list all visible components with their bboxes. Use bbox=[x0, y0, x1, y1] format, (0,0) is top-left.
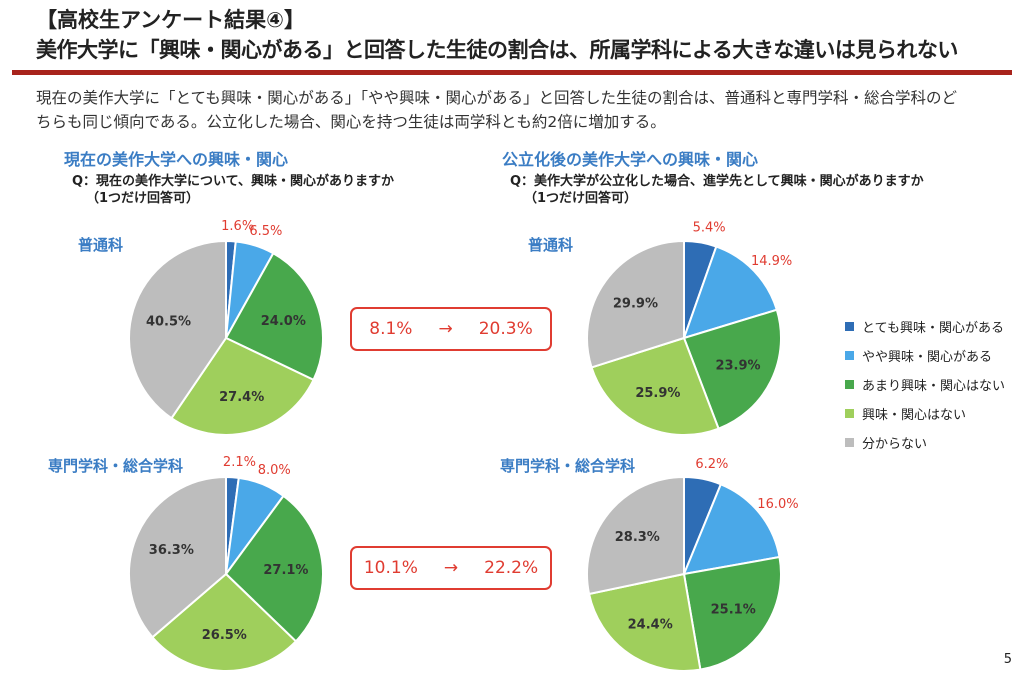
data-label: 8.0% bbox=[258, 463, 291, 478]
group-label-senmon-after: 専門学科・総合学科 bbox=[500, 457, 636, 475]
data-label: 24.4% bbox=[628, 618, 673, 633]
data-label: 14.9% bbox=[751, 254, 792, 269]
pie-slice bbox=[128, 475, 227, 639]
legend-label: とても興味・関心がある bbox=[862, 321, 1004, 336]
legend-label: やや興味・関心がある bbox=[862, 350, 993, 365]
pie-slice bbox=[587, 572, 702, 672]
arrow-icon: → bbox=[438, 319, 453, 339]
group-label-futsuka-current: 普通科 bbox=[78, 236, 124, 254]
data-label: 36.3% bbox=[149, 543, 194, 558]
data-label: 28.3% bbox=[615, 530, 660, 545]
section-title-after: 公立化後の美作大学への興味・関心 bbox=[502, 150, 759, 169]
data-label: 2.1% bbox=[223, 455, 256, 470]
comparison-box-futsuka: 8.1% → 20.3% bbox=[350, 307, 552, 351]
pie-slice bbox=[170, 336, 315, 436]
pie-slice bbox=[224, 494, 324, 643]
legend-swatch bbox=[845, 322, 854, 331]
comparison-from: 10.1% bbox=[363, 558, 418, 578]
legend-item: とても興味・関心がある bbox=[845, 312, 1005, 341]
legend-label: 興味・関心はない bbox=[862, 408, 967, 423]
legend-item: 分からない bbox=[845, 428, 1005, 457]
data-label: 25.1% bbox=[711, 603, 756, 618]
data-label: 40.5% bbox=[146, 314, 191, 329]
pie-slice bbox=[682, 482, 781, 576]
legend: とても興味・関心がある やや興味・関心がある あまり興味・関心はない 興味・関心… bbox=[845, 312, 1005, 457]
question-after: Q：美作大学が公立化した場合、進学先として興味・関心がありますか bbox=[510, 174, 924, 189]
slide-title: 【高校生アンケート結果④】 bbox=[36, 8, 305, 32]
data-label: 16.0% bbox=[757, 497, 798, 512]
legend-swatch bbox=[845, 380, 854, 389]
legend-label: 分からない bbox=[862, 437, 928, 452]
pie-slice bbox=[224, 251, 324, 382]
data-label: 1.6% bbox=[221, 219, 254, 234]
pie-slice bbox=[586, 475, 685, 596]
data-label: 23.9% bbox=[715, 358, 760, 373]
slide-subtitle: 美作大学に「興味・関心がある」と回答した生徒の割合は、所属学科による大きな違いは… bbox=[36, 38, 958, 62]
note-after: （1つだけ回答可） bbox=[524, 191, 638, 206]
data-label: 27.4% bbox=[219, 390, 264, 405]
data-label: 6.5% bbox=[249, 224, 282, 239]
group-label-futsuka-after: 普通科 bbox=[528, 236, 574, 254]
comparison-to: 20.3% bbox=[478, 319, 533, 339]
section-title-current: 現在の美作大学への興味・関心 bbox=[64, 150, 289, 169]
note-current: （1つだけ回答可） bbox=[86, 191, 200, 206]
data-label: 24.0% bbox=[261, 314, 306, 329]
pie-slice bbox=[151, 572, 298, 672]
comparison-from: 8.1% bbox=[369, 319, 413, 339]
page-number: 5 bbox=[1003, 652, 1012, 667]
pie-slice bbox=[682, 245, 779, 340]
data-label: 29.9% bbox=[613, 296, 658, 311]
data-label: 26.5% bbox=[202, 628, 247, 643]
group-label-senmon-current: 専門学科・総合学科 bbox=[48, 457, 184, 475]
data-label: 25.9% bbox=[635, 386, 680, 401]
data-label: 6.2% bbox=[695, 457, 728, 472]
legend-label: あまり興味・関心はない bbox=[862, 379, 1006, 394]
pie-slice bbox=[128, 239, 227, 420]
description-line-2: ちらも同じ傾向である。公立化した場合、関心を持つ生徒は両学科とも約2倍に増加する… bbox=[36, 113, 666, 131]
pie-slice bbox=[682, 555, 782, 671]
comparison-box-senmon: 10.1% → 22.2% bbox=[350, 546, 552, 590]
legend-swatch bbox=[845, 409, 854, 418]
data-label: 27.1% bbox=[263, 563, 308, 578]
legend-item: 興味・関心はない bbox=[845, 399, 1005, 428]
legend-swatch bbox=[845, 351, 854, 360]
title-divider bbox=[12, 70, 1012, 75]
description-line-1: 現在の美作大学に「とても興味・関心がある」「やや興味・関心がある」と回答した生徒… bbox=[36, 89, 958, 107]
comparison-to: 22.2% bbox=[484, 558, 539, 578]
legend-item: やや興味・関心がある bbox=[845, 341, 1005, 370]
arrow-icon: → bbox=[443, 558, 459, 578]
pie-slice bbox=[586, 239, 685, 369]
legend-item: あまり興味・関心はない bbox=[845, 370, 1005, 399]
legend-swatch bbox=[845, 438, 854, 447]
question-current: Q：現在の美作大学について、興味・関心がありますか bbox=[72, 174, 395, 189]
pie-slice bbox=[590, 336, 720, 436]
data-label: 5.4% bbox=[693, 221, 726, 236]
